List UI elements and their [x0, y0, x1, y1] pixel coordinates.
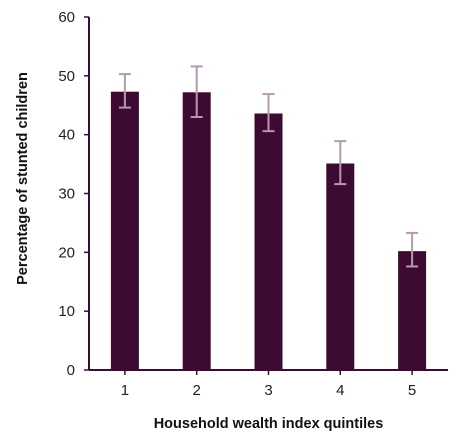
bar — [398, 251, 426, 370]
x-tick-label: 4 — [336, 382, 344, 399]
y-tick-label: 30 — [58, 186, 75, 203]
y-tick-label: 40 — [58, 127, 75, 144]
x-tick-label: 2 — [193, 382, 201, 399]
y-axis-ticks: 0 10 20 30 40 50 60 — [58, 9, 89, 379]
bar — [183, 92, 211, 370]
bar — [255, 113, 283, 370]
y-tick-label: 0 — [67, 362, 75, 379]
bar — [326, 163, 354, 370]
y-tick-label: 10 — [58, 303, 75, 320]
bars — [111, 92, 426, 370]
x-tick-label: 5 — [408, 382, 416, 399]
x-tick-label: 1 — [121, 382, 129, 399]
y-tick-label: 20 — [58, 244, 75, 261]
y-tick-label: 60 — [58, 9, 75, 26]
x-tick-label: 3 — [264, 382, 272, 399]
y-tick-label: 50 — [58, 68, 75, 85]
x-axis-title: Household wealth index quintiles — [154, 416, 384, 432]
y-axis-title: Percentage of stunted children — [15, 72, 31, 285]
x-axis-ticks: 1 2 3 4 5 — [121, 370, 417, 399]
bar — [111, 92, 139, 370]
